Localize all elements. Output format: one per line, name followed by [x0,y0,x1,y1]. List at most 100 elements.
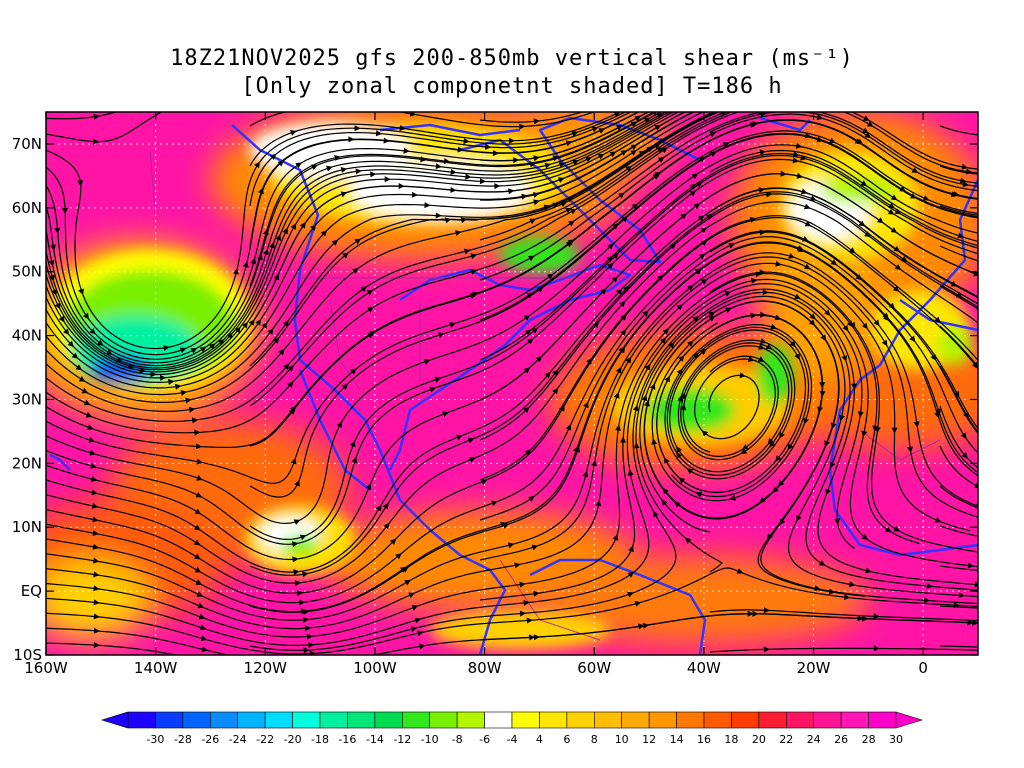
streamline-arrow [277,160,284,167]
streamline-arrow [303,616,310,623]
streamline-arrow [612,223,619,230]
streamline-arrow [200,635,208,642]
colorbar-swatch [292,711,321,729]
streamline-arrow [881,339,888,347]
streamline [939,245,978,262]
streamline-arrow [185,397,192,404]
streamline-arrow [552,155,560,162]
streamline-arrow [399,125,406,131]
streamline-arrow [804,132,812,139]
streamline-arrow [760,338,767,344]
streamline-arrow [660,337,667,344]
streamline [939,605,978,609]
streamline-arrow [664,375,670,383]
streamline-arrow [174,383,182,390]
streamline-arrow [419,643,426,650]
streamline-arrow [974,364,978,369]
streamline-arrow [984,647,990,653]
streamline-arrow [457,146,464,153]
streamline-arrow [408,592,415,599]
streamline [939,485,978,509]
streamline-arrow [445,217,452,224]
shaded-shear-field [46,112,990,655]
streamline-arrow [699,156,706,163]
streamline-arrow [282,227,288,235]
streamline-arrow [299,222,306,229]
streamline-arrow [885,526,892,533]
streamline [46,112,118,120]
streamline-arrow [701,278,708,285]
streamline-arrow [273,273,280,281]
streamline-arrow [858,220,866,227]
streamline-arrow [627,469,634,476]
streamline-arrow [257,253,263,261]
streamline-arrow [913,421,920,428]
streamline [46,144,978,525]
streamline-arrow [695,181,703,188]
streamline-arrow [83,312,89,320]
streamline-arrow [565,140,573,147]
streamline-arrow [591,459,597,467]
streamline-arrow [292,541,299,548]
streamline-arrow [642,622,650,629]
streamline [46,112,705,389]
streamline-arrow [226,332,233,340]
streamline-arrow [641,394,648,402]
streamline-arrow [455,230,462,236]
streamline-arrow [336,421,343,428]
streamline-arrow [857,411,864,418]
streamline-arrow [816,114,824,121]
streamline [651,322,813,502]
streamline-arrow [700,240,708,247]
streamline-arrow [290,457,297,465]
colorbar-swatch [785,711,815,729]
streamline-arrow [794,293,801,300]
streamline-arrow [519,610,527,617]
streamline-arrow [195,443,202,450]
streamline-arrow [873,319,880,327]
streamline-arrow [652,173,660,180]
streamline-arrow [295,162,302,169]
streamline-arrow [163,345,170,351]
streamline-arrow [194,429,201,436]
streamline-arrow [514,562,521,569]
lat-label: 70N [12,135,42,153]
streamline-arrow [739,372,746,379]
streamline-arrow [765,343,773,350]
streamline-arrow [689,184,697,190]
streamline-arrow [680,392,686,400]
streamline-arrow [661,147,668,154]
streamline-arrow [972,619,978,626]
streamline-arrow [585,156,592,163]
streamline-arrow [747,356,755,362]
streamline-arrow [502,522,510,529]
streamline-arrow [384,176,391,183]
streamline-arrow [544,371,551,379]
streamline [939,565,978,572]
colorbar-swatch [593,711,623,729]
streamline-arrow [543,204,551,211]
streamline-arrow [619,346,626,354]
colorbar-label: -24 [229,733,247,746]
streamline [709,231,978,435]
streamline-arrow [93,599,100,606]
streamline-arrow [529,161,536,168]
streamline-arrow [303,608,310,615]
streamline-arrow [676,446,682,453]
streamline-arrow [93,138,100,145]
streamline-arrow [470,293,477,299]
streamline-arrow [93,585,100,592]
lon-label: 120W [244,659,288,677]
streamline-arrow [612,534,619,541]
streamline-arrow [638,623,645,630]
streamline-arrow [309,650,316,655]
streamline-arrow [429,386,437,393]
streamline-arrow [801,188,808,195]
colorbar-high-arrow [895,711,924,729]
lon-label: 0 [918,659,928,677]
streamline-arrow [697,215,705,222]
streamline-arrow [414,617,422,624]
streamline-arrow [196,591,204,597]
streamline-arrow [201,646,208,653]
streamline [46,241,978,613]
